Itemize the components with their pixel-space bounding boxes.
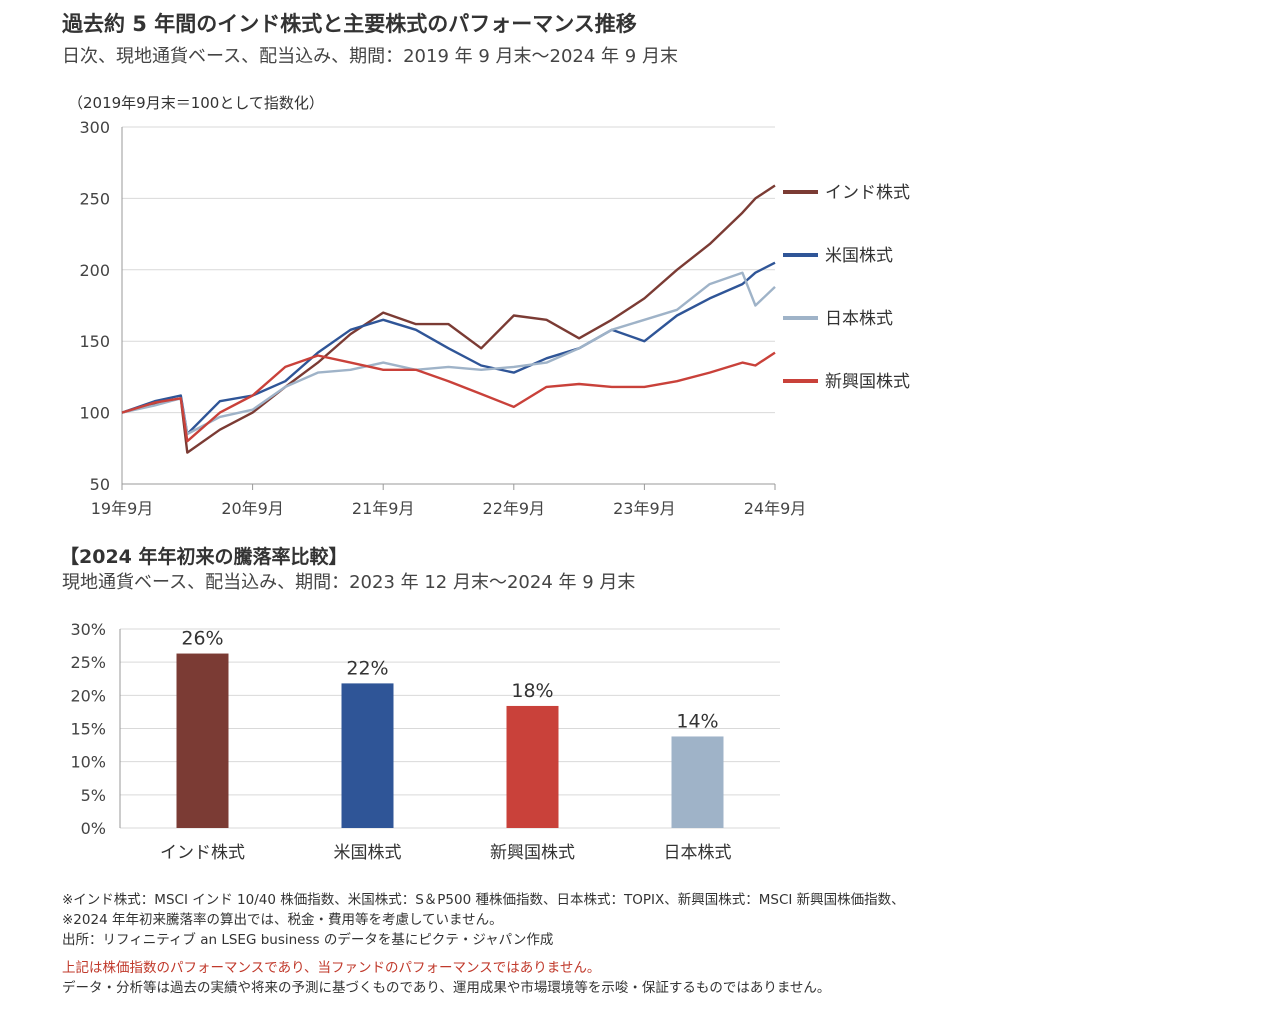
series-line-4 xyxy=(121,351,776,443)
bar-y-tick-label: 30% xyxy=(70,620,106,639)
series-line-2 xyxy=(121,261,776,436)
footnote-disclaimer: データ・分析等は過去の実績や将来の予測に基づくものであり、運用成果や市場環境等を… xyxy=(62,980,831,996)
footnote-warning: 上記は株価指数のパフォーマンスであり、当ファンドのパフォーマンスではありません。 xyxy=(62,960,601,976)
y-tick-label: 200 xyxy=(79,261,110,280)
legend-label-2: 米国株式 xyxy=(825,246,893,266)
page-subtitle: 日次、現地通貨ベース、配当込み、期間：2019 年 9 月末～2024 年 9 … xyxy=(62,46,678,67)
bar-y-tick-label: 0% xyxy=(81,819,106,838)
legend-label-4: 新興国株式 xyxy=(825,372,910,392)
bar-1 xyxy=(176,653,229,828)
bar-3 xyxy=(506,705,559,828)
footnote-indices: ※インド株式：MSCI インド 10/40 株価指数、米国株式：S＆P500 種… xyxy=(62,892,905,908)
bar-4 xyxy=(671,736,724,828)
series-line-1 xyxy=(121,184,776,454)
footnotes: ※インド株式：MSCI インド 10/40 株価指数、米国株式：S＆P500 種… xyxy=(62,890,905,998)
x-tick-label: 19年9月 xyxy=(91,499,154,518)
bar-2 xyxy=(341,683,394,828)
x-tick-label: 20年9月 xyxy=(221,499,284,518)
line-chart: （2019年9月末＝100として指数化） 50 100 150 200 250 300 19年… xyxy=(68,94,910,518)
y-tick-label: 150 xyxy=(79,332,110,351)
x-tick-label: 22年9月 xyxy=(483,499,546,518)
x-tick-label: 21年9月 xyxy=(352,499,415,518)
bar-data-label-3: 18% xyxy=(511,680,553,702)
y-tick-label: 100 xyxy=(79,404,110,423)
bar-y-tick-label: 15% xyxy=(70,720,106,739)
series-line-3 xyxy=(121,271,776,436)
page-title: 過去約 5 年間のインド株式と主要株式のパフォーマンス推移 xyxy=(62,12,637,36)
footnote-calculation: ※2024 年年初来騰落率の算出では、税金・費用等を考慮していません。 xyxy=(62,912,503,928)
bar-y-tick-label: 25% xyxy=(70,653,106,672)
legend-label-3: 日本株式 xyxy=(825,309,893,329)
bar-category-label-1: インド株式 xyxy=(160,843,245,863)
bar-chart-subtitle: 現地通貨ベース、配当込み、期間：2023 年 12 月末～2024 年 9 月末 xyxy=(62,572,636,593)
bar-chart-title: 【2024 年年初来の騰落率比較】 xyxy=(60,546,348,568)
footnote-source: 出所：リフィニティブ an LSEG business のデータを基にピクテ・ジ… xyxy=(62,932,554,948)
bar-y-tick-label: 20% xyxy=(70,686,106,705)
bar-category-label-2: 米国株式 xyxy=(334,843,402,863)
bar-data-label-1: 26% xyxy=(181,628,223,650)
bar-y-tick-label: 10% xyxy=(70,753,106,772)
y-axis-label: （2019年9月末＝100として指数化） xyxy=(68,94,324,112)
x-tick-label: 24年9月 xyxy=(744,499,807,518)
bar-data-label-2: 22% xyxy=(346,657,388,679)
y-tick-label: 250 xyxy=(79,189,110,208)
bar-chart: 0% 5% 10% 15% 20% 25% 30% 26% インド株式 22% 米国株式 18% 新興国… xyxy=(70,620,780,863)
bar-category-label-3: 新興国株式 xyxy=(490,843,575,863)
legend-label-1: インド株式 xyxy=(825,183,910,203)
bar-category-label-4: 日本株式 xyxy=(664,843,732,863)
y-tick-label: 300 xyxy=(79,118,110,137)
x-tick-label: 23年9月 xyxy=(613,499,676,518)
bar-y-tick-label: 5% xyxy=(81,786,106,805)
bar-data-label-4: 14% xyxy=(676,710,718,732)
y-tick-label: 50 xyxy=(90,475,110,494)
